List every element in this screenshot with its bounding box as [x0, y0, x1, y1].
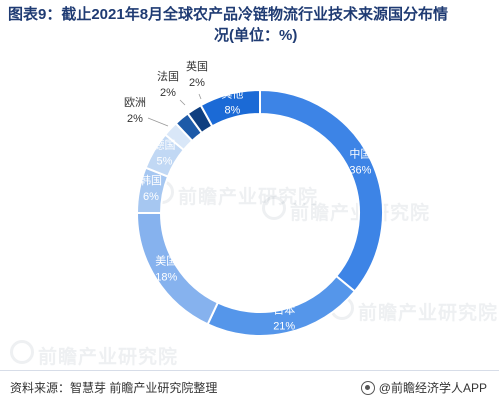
- watermark-logo-icon: [10, 340, 34, 364]
- brand-logo-icon: [360, 380, 375, 395]
- leader-line-英国: [198, 93, 202, 100]
- slice-value-欧洲: 2%: [127, 113, 143, 125]
- slice-value-法国: 2%: [160, 87, 176, 99]
- title-line-2: 况(单位：%): [214, 27, 298, 44]
- slice-value-其他: 8%: [224, 104, 240, 116]
- slice-label-美国: 美国: [155, 254, 177, 267]
- slice-label-日本: 日本: [273, 302, 295, 316]
- slice-label-中国: 中国: [349, 148, 371, 161]
- slice-label-韩国: 韩国: [140, 173, 162, 187]
- watermark-text: 前瞻产业研究院: [38, 347, 179, 368]
- slice-value-中国: 36%: [349, 165, 371, 177]
- donut-slices: [135, 88, 384, 337]
- footer: 资料来源：智慧芽 前瞻产业研究院整理 @前瞻经济学人APP: [0, 370, 499, 405]
- slice-label-德国: 德国: [153, 137, 175, 151]
- leader-line-法国: [179, 99, 186, 106]
- slice-value-德国: 5%: [157, 155, 173, 167]
- brand-text: @前瞻经济学人APP: [378, 381, 487, 395]
- slice-label-法国: 法国: [157, 69, 179, 83]
- slice-美国: [135, 212, 220, 326]
- chart-title: 图表9：截止2021年8月全球农产品冷链物流行业技术来源国分布情 况(单位：%): [8, 4, 490, 46]
- slice-value-英国: 2%: [189, 77, 205, 89]
- slice-中国: [259, 88, 384, 293]
- slice-label-欧洲: 欧洲: [124, 96, 146, 109]
- source-text: 资料来源：智慧芽 前瞻产业研究院整理: [10, 381, 218, 395]
- slice-其他: [199, 88, 261, 128]
- watermark-text: 前瞻产业研究院: [358, 303, 499, 324]
- donut-chart: 中国 36% 日本 21% 美国 18% 韩国 6% 德国 5% 欧洲 2% 法国 2% 英国 2% 其他 8%: [124, 59, 384, 337]
- title-line-1: 图表9：截止2021年8月全球农产品冷链物流行业技术来源国分布情: [8, 6, 449, 23]
- brand: @前瞻经济学人APP: [360, 379, 487, 396]
- donut-labels: 中国 36% 日本 21% 美国 18% 韩国 6% 德国 5% 欧洲 2% 法国 2% 英国 2% 其他 8%: [124, 59, 372, 332]
- slice-value-日本: 21%: [273, 320, 295, 332]
- slice-value-韩国: 6%: [143, 191, 159, 203]
- watermark-logo-icon: [262, 196, 286, 220]
- slice-label-其他: 其他: [221, 87, 243, 100]
- slice-value-美国: 18%: [155, 271, 177, 283]
- leader-line-欧洲: [147, 117, 169, 127]
- slice-label-英国: 英国: [186, 59, 208, 73]
